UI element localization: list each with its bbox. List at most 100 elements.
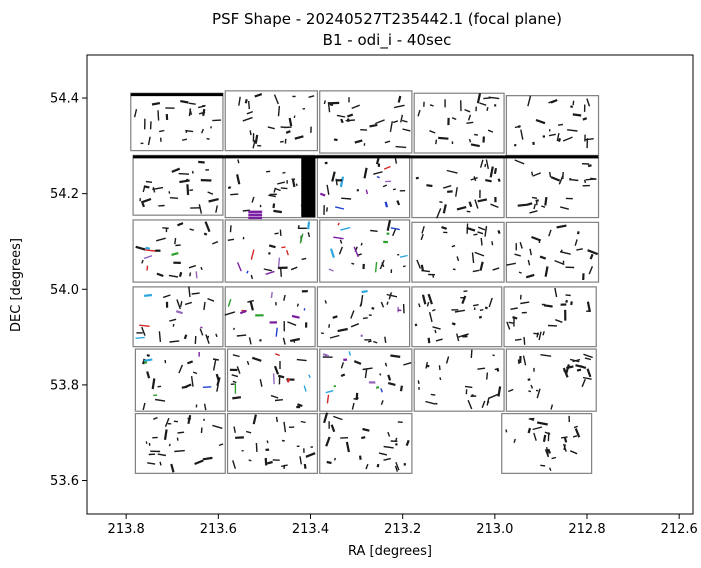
ccd-cell: [503, 286, 597, 348]
psf-whisker: [376, 175, 380, 179]
psf-whisker: [156, 272, 164, 278]
psf-whisker: [383, 457, 391, 461]
psf-whisker: [384, 362, 388, 367]
psf-whisker: [336, 114, 346, 118]
psf-whisker: [286, 378, 291, 383]
psf-whisker: [320, 332, 324, 335]
psf-whisker: [557, 123, 564, 126]
psf-whisker: [376, 463, 380, 468]
psf-whisker: [281, 246, 286, 249]
psf-whisker: [512, 316, 518, 320]
psf-whisker: [394, 437, 398, 443]
psf-whisker: [273, 365, 280, 375]
psf-whisker: [400, 114, 404, 123]
y-tick-label: 54.2: [50, 187, 79, 202]
psf-whisker: [158, 331, 162, 342]
psf-whisker: [477, 226, 486, 231]
psf-whisker: [324, 300, 327, 304]
psf-whisker: [168, 443, 171, 447]
psf-whisker: [151, 102, 161, 106]
psf-whisker: [371, 307, 375, 310]
psf-whisker: [326, 184, 330, 195]
psf-whisker: [307, 221, 311, 230]
psf-whisker: [227, 238, 235, 241]
psf-whisker: [326, 207, 328, 212]
psf-whisker: [293, 115, 296, 119]
psf-whisker: [463, 290, 468, 293]
psf-whisker: [231, 374, 239, 378]
psf-whisker: [279, 229, 282, 236]
psf-whisker: [259, 379, 263, 387]
psf-whisker: [383, 165, 391, 170]
psf-whisker: [277, 374, 285, 379]
x-tick-label: 213.8: [108, 522, 145, 537]
psf-whisker: [189, 228, 194, 231]
x-axis: 213.8 213.6 213.4 213.2 213.0 212.8 212.6: [108, 514, 698, 537]
psf-whisker: [477, 367, 486, 370]
psf-whisker: [586, 98, 591, 107]
psf-whisker: [212, 119, 222, 122]
ccd-cell: [224, 286, 316, 348]
psf-whisker: [147, 136, 151, 146]
psf-whisker: [323, 412, 329, 424]
psf-whisker: [335, 206, 345, 210]
psf-whisker: [467, 114, 472, 121]
psf-whisker: [587, 164, 592, 168]
psf-whisker: [183, 334, 188, 340]
psf-whisker: [529, 418, 535, 421]
psf-whisker: [518, 271, 522, 274]
psf-whisker: [282, 171, 286, 174]
psf-whisker: [399, 254, 408, 258]
psf-whisker: [322, 353, 330, 358]
psf-whisker: [418, 303, 421, 308]
psf-whisker: [203, 232, 208, 236]
psf-whisker: [162, 294, 171, 299]
psf-whisker: [281, 439, 285, 442]
psf-whisker: [147, 462, 156, 465]
psf-whisker: [195, 271, 198, 279]
psf-whisker: [580, 365, 587, 370]
psf-whisker: [291, 314, 300, 319]
psf-whisker: [157, 110, 160, 121]
psf-whisker: [484, 226, 488, 237]
psf-whisker: [232, 396, 242, 400]
psf-whisker: [367, 340, 372, 343]
psf-whisker: [285, 249, 289, 256]
x-tick-label: 212.6: [661, 522, 698, 537]
psf-whisker: [362, 367, 373, 371]
psf-whisker: [159, 129, 165, 133]
psf-whisker: [415, 176, 419, 180]
psf-whisker: [340, 226, 351, 231]
psf-whisker: [172, 323, 175, 327]
psf-whisker: [361, 436, 366, 440]
psf-whisker: [267, 126, 275, 130]
psf-whisker: [543, 304, 553, 308]
ccd-cell: [411, 221, 505, 283]
psf-whisker: [373, 340, 378, 344]
psf-whisker: [470, 177, 478, 181]
psf-whisker: [548, 171, 552, 178]
psf-whisker: [525, 273, 535, 279]
psf-whisker: [574, 428, 581, 438]
psf-whisker: [215, 205, 218, 213]
psf-whisker: [522, 355, 527, 366]
psf-whisker: [185, 129, 194, 133]
psf-whisker: [345, 119, 355, 122]
psf-whisker: [198, 111, 206, 115]
psf-whisker: [133, 108, 138, 118]
psf-whisker: [206, 137, 210, 140]
psf-whisker: [272, 373, 275, 385]
psf-whisker: [517, 125, 521, 129]
psf-whisker: [346, 113, 354, 118]
psf-whisker: [163, 429, 168, 440]
psf-whisker: [550, 98, 558, 104]
psf-whisker: [556, 224, 567, 229]
psf-whisker: [456, 333, 460, 342]
psf-whisker: [236, 366, 241, 374]
psf-whisker: [421, 225, 425, 234]
psf-whisker: [142, 402, 146, 411]
psf-whisker: [168, 191, 171, 194]
psf-whisker: [266, 170, 271, 173]
psf-whisker: [382, 184, 388, 188]
psf-whisker: [251, 356, 262, 362]
